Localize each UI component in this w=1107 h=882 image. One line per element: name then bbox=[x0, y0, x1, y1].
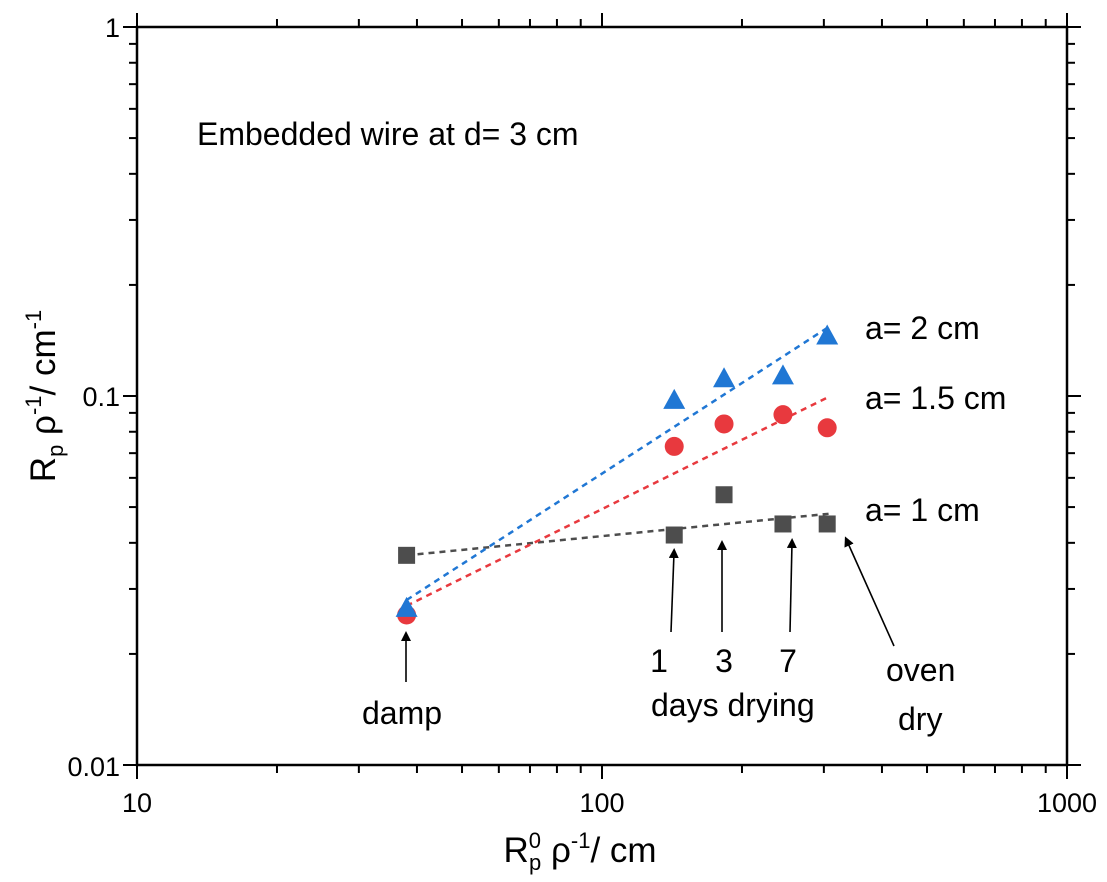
data-point-series-0 bbox=[774, 515, 792, 533]
label-day1: 1 bbox=[650, 643, 668, 679]
y-axis-label: Rp ρ-1/ cm-1 bbox=[21, 310, 68, 482]
series-label-a2: a= 2 cm bbox=[865, 310, 980, 346]
data-point-series-2 bbox=[771, 364, 794, 385]
y-label-rho: ρ bbox=[24, 415, 63, 435]
data-point-series-1 bbox=[817, 418, 837, 438]
x-label-base-sup: 0 bbox=[529, 828, 541, 853]
y-label-base: R bbox=[24, 457, 63, 482]
data-points bbox=[395, 324, 839, 625]
y-label-base-sub: p bbox=[43, 445, 68, 457]
x-label-base: R bbox=[503, 831, 528, 870]
y-tick-label-1: 1 bbox=[105, 13, 120, 43]
data-point-series-0 bbox=[398, 546, 416, 564]
x-label-base-sub: p bbox=[529, 850, 541, 875]
fit-lines bbox=[405, 324, 832, 607]
x-label-rho-sup: -1 bbox=[571, 828, 591, 853]
y-tick-label-0.01: 0.01 bbox=[67, 752, 120, 782]
fit-line-series-0 bbox=[406, 512, 831, 557]
series-label-a15: a= 1.5 cm bbox=[865, 380, 1006, 416]
panel-annotation: Embedded wire at d= 3 cm bbox=[197, 116, 579, 152]
x-axis-label: R0 p ρ-1/ cm bbox=[503, 828, 656, 875]
x-tick-label-100: 100 bbox=[579, 788, 624, 818]
fit-line-series-1 bbox=[406, 394, 832, 607]
data-point-series-0 bbox=[665, 526, 683, 544]
x-tick-label-10: 10 bbox=[122, 788, 152, 818]
y-label-space bbox=[24, 435, 63, 445]
label-day3: 3 bbox=[715, 643, 733, 679]
y-label-unit-sup: -1 bbox=[21, 310, 46, 330]
data-point-series-0 bbox=[818, 515, 836, 533]
data-point-series-2 bbox=[663, 388, 686, 409]
arrow-day7 bbox=[786, 538, 797, 633]
label-days-drying: days drying bbox=[651, 687, 815, 723]
x-label-unit: / cm bbox=[590, 831, 656, 870]
data-point-series-2 bbox=[713, 367, 736, 388]
series-label-a1: a= 1 cm bbox=[865, 492, 980, 528]
data-point-series-1 bbox=[664, 436, 684, 456]
x-label-rho: ρ bbox=[551, 831, 571, 870]
data-point-series-1 bbox=[714, 414, 734, 434]
data-point-series-0 bbox=[715, 486, 733, 504]
ticks bbox=[123, 13, 1081, 779]
data-point-series-2 bbox=[395, 596, 418, 617]
data-point-series-1 bbox=[773, 405, 793, 425]
label-oven: oven bbox=[886, 652, 955, 688]
x-label-space bbox=[541, 831, 551, 870]
arrow-oven bbox=[844, 536, 895, 647]
y-tick-label-0.1: 0.1 bbox=[82, 382, 120, 412]
label-day7: 7 bbox=[779, 643, 797, 679]
y-label-unit: / cm bbox=[24, 329, 63, 395]
fit-line-series-2 bbox=[405, 324, 832, 602]
arrow-day1 bbox=[668, 548, 679, 633]
x-tick-label-1000: 1000 bbox=[1037, 788, 1097, 818]
y-label-rho-sup: -1 bbox=[21, 395, 46, 415]
label-damp: damp bbox=[362, 695, 442, 731]
data-point-series-2 bbox=[816, 324, 839, 345]
label-dry: dry bbox=[898, 701, 942, 737]
